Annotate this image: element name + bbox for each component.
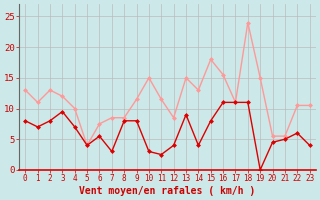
X-axis label: Vent moyen/en rafales ( km/h ): Vent moyen/en rafales ( km/h ) (79, 186, 256, 196)
